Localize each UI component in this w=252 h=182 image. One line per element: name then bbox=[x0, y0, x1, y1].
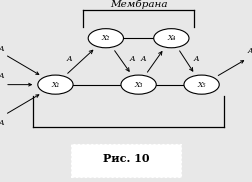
Circle shape bbox=[38, 75, 73, 94]
Text: X₄: X₄ bbox=[167, 34, 176, 42]
Text: A: A bbox=[194, 55, 199, 63]
Text: A: A bbox=[0, 72, 4, 80]
Text: A: A bbox=[67, 55, 72, 63]
Text: A: A bbox=[0, 45, 4, 53]
Circle shape bbox=[154, 29, 189, 48]
Text: A: A bbox=[130, 55, 135, 63]
Circle shape bbox=[88, 29, 123, 48]
Text: X₅: X₅ bbox=[197, 81, 206, 89]
Circle shape bbox=[184, 75, 219, 94]
Text: Мембрана: Мембрана bbox=[110, 0, 167, 9]
Text: X₁: X₁ bbox=[51, 81, 60, 89]
Text: X₂: X₂ bbox=[102, 34, 110, 42]
Text: A: A bbox=[0, 119, 4, 127]
Circle shape bbox=[121, 75, 156, 94]
Text: X₃: X₃ bbox=[134, 81, 143, 89]
Text: A: A bbox=[141, 55, 146, 63]
Text: Рис. 10: Рис. 10 bbox=[103, 153, 149, 164]
FancyBboxPatch shape bbox=[71, 144, 181, 177]
Text: A: A bbox=[248, 47, 252, 54]
